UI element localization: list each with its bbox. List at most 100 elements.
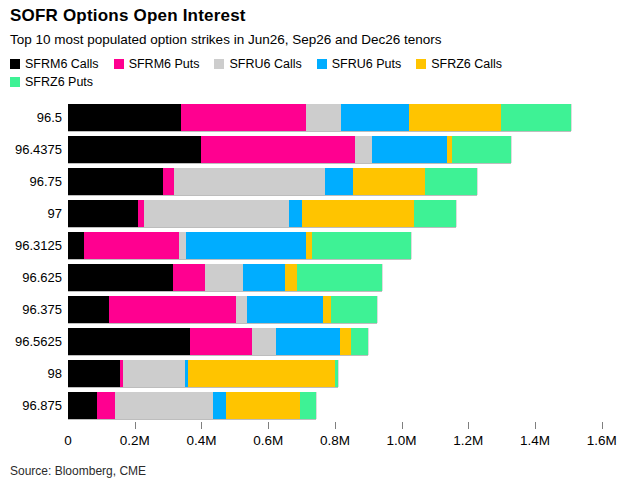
category-label: 96.5625 (0, 334, 68, 349)
legend-label: SFRU6 Calls (229, 57, 301, 71)
bar-segment (341, 104, 409, 131)
category-label: 96.875 (0, 398, 68, 413)
bar-segment (188, 360, 335, 387)
bar-segment (68, 104, 181, 131)
bar-stack (68, 392, 316, 419)
bar-segment (236, 296, 247, 323)
bar-segment (68, 232, 84, 259)
x-axis-tick (268, 422, 269, 429)
bar-segment (414, 200, 456, 227)
bar-segment (190, 328, 252, 355)
x-axis-tick (335, 422, 336, 429)
bar-segment (355, 136, 372, 163)
legend-row: SFRZ6 Puts (10, 75, 630, 89)
legend-label: SFRU6 Puts (332, 57, 401, 71)
bar-row: 98 (0, 357, 641, 389)
bar-segment (452, 136, 511, 163)
bar-segment (289, 200, 303, 227)
legend-item: SFRU6 Calls (214, 57, 301, 71)
bar-segment (409, 104, 500, 131)
legend-label: SFRM6 Puts (129, 57, 200, 71)
x-axis-tick (402, 422, 403, 429)
bar-segment (179, 232, 186, 259)
bar-segment (252, 328, 276, 355)
bar-segment (297, 264, 382, 291)
bar-segment (181, 104, 306, 131)
category-label: 96.3125 (0, 238, 68, 253)
x-axis-tick (135, 422, 136, 429)
bar-segment (226, 392, 300, 419)
legend-swatch-icon (416, 59, 426, 69)
legend-swatch-icon (114, 59, 124, 69)
bar-segment (300, 392, 316, 419)
x-axis: 00.2M0.4M0.6M0.8M1.0M1.2M1.4M1.6M (0, 421, 641, 451)
bar-segment (84, 232, 179, 259)
bar-segment (163, 168, 174, 195)
source-note: Source: Bloomberg, CME (10, 464, 146, 478)
bar-segment (123, 360, 185, 387)
legend-item: SFRU6 Puts (317, 57, 401, 71)
bar-stack (68, 104, 571, 131)
category-label: 97 (0, 206, 68, 221)
bar-segment (174, 168, 325, 195)
category-label: 96.75 (0, 174, 68, 189)
bar-segment (247, 296, 323, 323)
legend-row: SFRM6 Calls SFRM6 Puts SFRU6 Calls SFRU6 Pu… (10, 57, 630, 71)
bar-segment (109, 296, 236, 323)
bar-segment (285, 264, 297, 291)
bar-segment (68, 360, 120, 387)
bar-stack (68, 168, 477, 195)
legend-label: SFRZ6 Puts (25, 75, 93, 89)
x-axis-label: 1.4M (520, 433, 550, 448)
x-axis-label: 0.2M (120, 433, 150, 448)
bar-segment (201, 136, 355, 163)
category-label: 96.375 (0, 302, 68, 317)
bar-segment (312, 232, 410, 259)
chart-title: SOFR Options Open Interest (10, 6, 246, 26)
x-axis-label: 0.4M (186, 433, 216, 448)
bar-segment (351, 328, 368, 355)
bar-stack (68, 264, 382, 291)
bar-segment (331, 296, 377, 323)
bar-segment (68, 296, 109, 323)
chart-subtitle: Top 10 most populated option strikes in … (10, 32, 442, 47)
bar-row: 96.375 (0, 293, 641, 325)
bar-segment (68, 136, 201, 163)
bar-segment (115, 392, 212, 419)
x-axis-tick (468, 422, 469, 429)
bar-stack (68, 136, 511, 163)
bar-row: 96.5 (0, 101, 641, 133)
bar-row: 96.4375 (0, 133, 641, 165)
category-label: 96.625 (0, 270, 68, 285)
bar-segment (323, 296, 330, 323)
bar-plot-area: 96.596.4375 96.75 97 96.3125 96.625 96.375 96.… (0, 101, 641, 421)
x-axis-label: 0 (64, 433, 72, 448)
bar-segment (306, 104, 340, 131)
legend-item: SFRM6 Puts (114, 57, 200, 71)
bar-segment (353, 168, 425, 195)
bar-segment (173, 264, 205, 291)
bar-segment (325, 168, 352, 195)
bar-segment (144, 200, 289, 227)
bar-stack (68, 296, 377, 323)
bar-stack (68, 200, 456, 227)
bar-segment (97, 392, 116, 419)
bar-segment (340, 328, 351, 355)
bar-segment (243, 264, 285, 291)
bar-segment (205, 264, 242, 291)
x-axis-tick (602, 422, 603, 429)
bar-row: 96.875 (0, 389, 641, 421)
legend-label: SFRZ6 Calls (431, 57, 502, 71)
legend-label: SFRM6 Calls (25, 57, 99, 71)
category-label: 98 (0, 366, 68, 381)
bar-row: 96.625 (0, 261, 641, 293)
bar-segment (68, 328, 190, 355)
bar-segment (425, 168, 477, 195)
bar-segment (68, 264, 173, 291)
bar-row: 97 (0, 197, 641, 229)
legend-swatch-icon (214, 59, 224, 69)
bar-segment (68, 200, 138, 227)
legend-swatch-icon (10, 59, 20, 69)
bar-stack (68, 328, 368, 355)
legend-swatch-icon (317, 59, 327, 69)
